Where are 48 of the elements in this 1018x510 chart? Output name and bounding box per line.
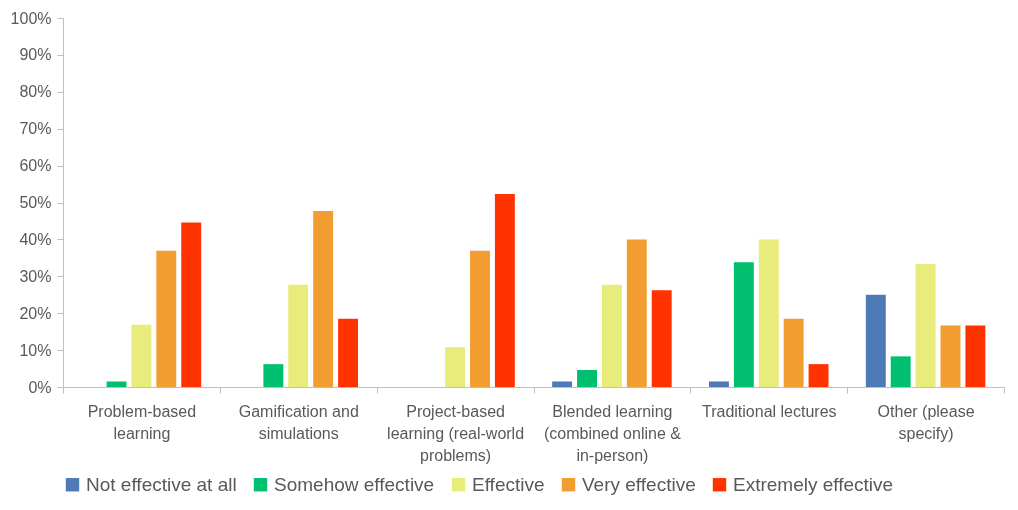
y-tick-label: 100%: [10, 9, 52, 27]
bar: [940, 325, 961, 387]
y-tick-label: 80%: [19, 83, 52, 101]
bar: [288, 284, 309, 387]
legend-label: Somehow effective: [274, 473, 435, 495]
bar: [783, 318, 804, 387]
y-tick-label: 40%: [19, 230, 52, 248]
legend-label: Effective: [472, 473, 545, 495]
legend-label: Very effective: [582, 473, 696, 495]
bar: [733, 262, 754, 387]
bar: [601, 284, 622, 387]
x-tick-label: Other (please specify): [877, 402, 975, 442]
x-tick-label: Problem-based learning: [87, 402, 197, 442]
bar: [181, 222, 202, 387]
legend-label: Not effective at all: [86, 473, 237, 495]
y-tick-label: 50%: [19, 194, 52, 211]
y-tick-label: 30%: [19, 267, 52, 285]
bar: [263, 364, 284, 387]
x-tick-label: Gamification and simulations: [238, 402, 359, 442]
bar: [131, 324, 152, 387]
bar: [965, 325, 986, 387]
bar: [915, 264, 936, 387]
bar: [156, 250, 177, 387]
y-tick-label: 90%: [19, 46, 52, 64]
y-tick-label: 20%: [19, 304, 52, 322]
bar: [890, 356, 911, 387]
bar: [651, 290, 672, 387]
bar: [470, 250, 490, 387]
bar: [709, 381, 729, 387]
bar: [808, 364, 829, 387]
x-tick-label: Blended learning (combined online & in-person): [543, 402, 682, 464]
bar: [626, 239, 647, 387]
bar: [445, 347, 466, 387]
bar: [865, 294, 886, 387]
bar: [106, 381, 127, 387]
y-tick-label: 0%: [28, 378, 52, 396]
bar: [577, 370, 597, 387]
bar: [338, 318, 358, 387]
x-tick-label: Traditional lectures: [701, 402, 837, 420]
bar: [313, 210, 334, 387]
bar: [494, 194, 515, 387]
legend-label: Extremely effective: [733, 473, 894, 495]
bar: [758, 239, 779, 387]
y-tick-label: 70%: [19, 120, 52, 138]
y-tick-label: 60%: [19, 157, 52, 175]
bar: [552, 381, 573, 387]
x-tick-label: Project-based learning (real-world problems): [387, 402, 525, 464]
y-tick-label: 10%: [19, 341, 52, 359]
